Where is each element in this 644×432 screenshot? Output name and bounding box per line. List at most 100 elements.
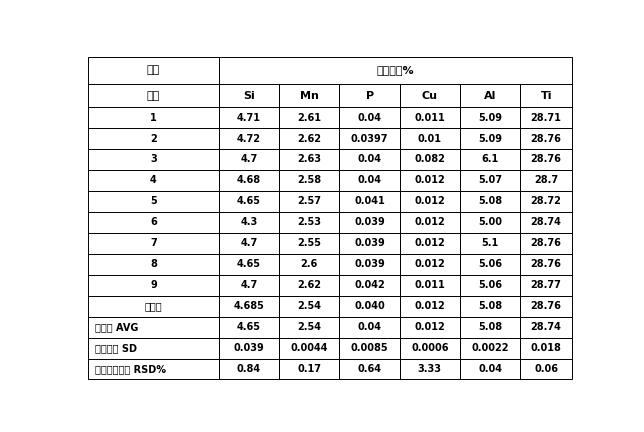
Bar (88, 191, 219, 212)
Bar (460, 233, 520, 254)
Text: 4.7: 4.7 (240, 155, 258, 165)
Bar (520, 295, 572, 317)
Text: 次数: 次数 (147, 91, 160, 101)
Text: 2.54: 2.54 (298, 301, 321, 311)
Bar (339, 84, 400, 107)
Bar (88, 149, 219, 170)
Text: 3.33: 3.33 (418, 364, 442, 374)
Bar (219, 149, 279, 170)
Text: 8: 8 (150, 259, 157, 269)
Text: 0.042: 0.042 (354, 280, 385, 290)
Bar (339, 107, 400, 128)
Bar (219, 212, 279, 233)
Bar (88, 57, 219, 84)
Text: 0.84: 0.84 (237, 364, 261, 374)
Text: 2.61: 2.61 (298, 113, 321, 123)
Bar (279, 128, 339, 149)
Bar (460, 359, 520, 379)
Bar (520, 337, 572, 359)
Bar (279, 149, 339, 170)
Bar (219, 295, 279, 317)
Text: 0.04: 0.04 (357, 155, 382, 165)
Text: 标准偏差 SD: 标准偏差 SD (95, 343, 137, 353)
Bar (219, 191, 279, 212)
Text: Ti: Ti (540, 91, 552, 101)
Text: 5.00: 5.00 (478, 217, 502, 227)
Text: 5.08: 5.08 (478, 322, 502, 332)
Bar (520, 128, 572, 149)
Text: 0.039: 0.039 (354, 217, 385, 227)
Bar (279, 254, 339, 275)
Text: 0.0085: 0.0085 (351, 343, 388, 353)
Text: 6.1: 6.1 (482, 155, 498, 165)
Text: 5.06: 5.06 (478, 280, 502, 290)
Bar (520, 254, 572, 275)
Text: 0.012: 0.012 (415, 197, 445, 206)
Text: 2.58: 2.58 (298, 175, 321, 185)
Bar (88, 295, 219, 317)
Bar (520, 275, 572, 295)
Text: 0.040: 0.040 (354, 301, 385, 311)
Text: 28.76: 28.76 (531, 155, 562, 165)
Bar (339, 295, 400, 317)
Bar (520, 233, 572, 254)
Text: 2.62: 2.62 (298, 280, 321, 290)
Bar (88, 128, 219, 149)
Bar (88, 317, 219, 337)
Bar (88, 107, 219, 128)
Bar (460, 337, 520, 359)
Bar (520, 191, 572, 212)
Bar (88, 84, 219, 107)
Text: 0.0022: 0.0022 (471, 343, 509, 353)
Text: 28.74: 28.74 (531, 217, 562, 227)
Text: 0.012: 0.012 (415, 238, 445, 248)
Text: 5.09: 5.09 (478, 113, 502, 123)
Text: 0.039: 0.039 (354, 259, 385, 269)
Bar (460, 128, 520, 149)
Text: 28.76: 28.76 (531, 238, 562, 248)
Text: 3: 3 (150, 155, 157, 165)
Text: 0.0006: 0.0006 (411, 343, 449, 353)
Bar (339, 212, 400, 233)
Bar (400, 337, 460, 359)
Text: 4.685: 4.685 (234, 301, 265, 311)
Bar (400, 170, 460, 191)
Text: 0.0044: 0.0044 (290, 343, 328, 353)
Bar (279, 295, 339, 317)
Text: 0.04: 0.04 (478, 364, 502, 374)
Text: 5.07: 5.07 (478, 175, 502, 185)
Text: 4.7: 4.7 (240, 238, 258, 248)
Text: 4.65: 4.65 (237, 197, 261, 206)
Bar (400, 107, 460, 128)
Text: 0.04: 0.04 (357, 113, 382, 123)
Text: 2.6: 2.6 (301, 259, 318, 269)
Bar (339, 191, 400, 212)
Text: 4.65: 4.65 (237, 259, 261, 269)
Text: 0.012: 0.012 (415, 259, 445, 269)
Text: 0.0397: 0.0397 (351, 133, 388, 143)
Bar (339, 337, 400, 359)
Bar (400, 212, 460, 233)
Bar (88, 359, 219, 379)
Text: 0.012: 0.012 (415, 217, 445, 227)
Bar (88, 212, 219, 233)
Bar (279, 170, 339, 191)
Text: 28.76: 28.76 (531, 301, 562, 311)
Text: 2.57: 2.57 (298, 197, 321, 206)
Text: 0.011: 0.011 (415, 113, 445, 123)
Bar (279, 359, 339, 379)
Text: 4.71: 4.71 (237, 113, 261, 123)
Text: 平均値 AVG: 平均値 AVG (95, 322, 138, 332)
Text: 4.68: 4.68 (237, 175, 261, 185)
Text: 0.06: 0.06 (534, 364, 558, 374)
Bar (400, 295, 460, 317)
Text: 4.7: 4.7 (240, 280, 258, 290)
Bar (88, 275, 219, 295)
Bar (400, 191, 460, 212)
Bar (400, 149, 460, 170)
Bar (279, 337, 339, 359)
Bar (279, 275, 339, 295)
Bar (219, 337, 279, 359)
Bar (219, 359, 279, 379)
Text: 5: 5 (150, 197, 157, 206)
